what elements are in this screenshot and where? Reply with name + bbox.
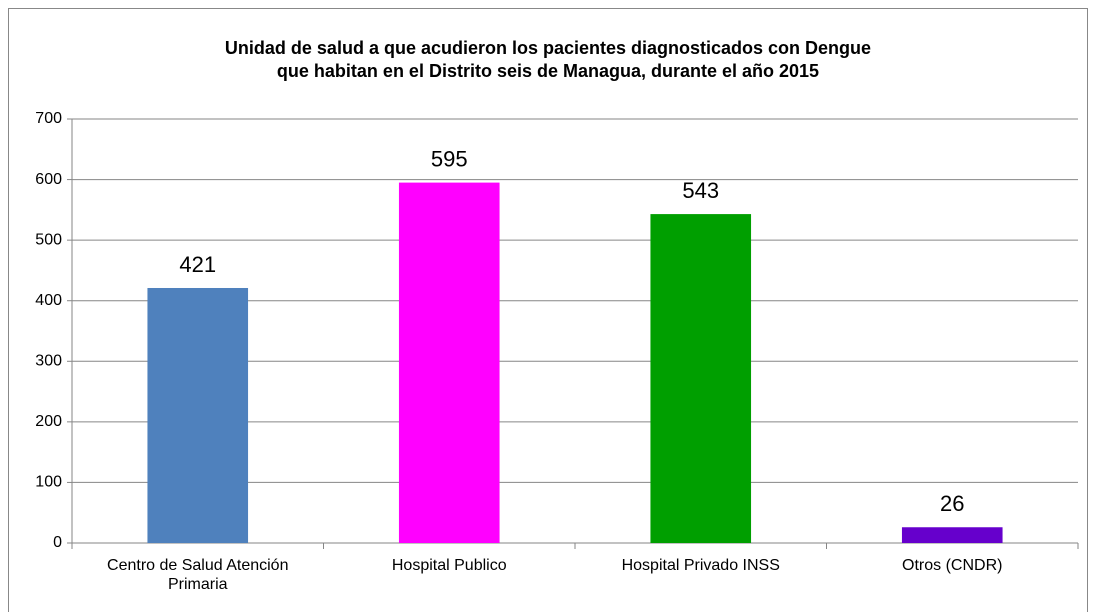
chart-title: que habitan en el Distrito seis de Manag…	[276, 61, 820, 81]
chart-border	[8, 8, 1088, 612]
x-tick-label: Hospital Publico	[391, 557, 507, 574]
chart-title: Unidad de salud a que acudieron los paci…	[224, 38, 872, 58]
y-tick-label: 400	[35, 292, 62, 309]
data-label: 421	[179, 252, 216, 277]
bar	[147, 287, 249, 543]
y-tick-label: 0	[53, 534, 62, 551]
data-label: 26	[940, 491, 964, 516]
x-tick-label: Centro de Salud Atención Primaria	[107, 557, 289, 593]
y-tick-label: 100	[35, 474, 62, 491]
y-tick-label: 700	[35, 110, 62, 127]
data-label: 543	[682, 178, 719, 203]
y-tick-label: 500	[35, 231, 62, 248]
y-tick-label: 600	[35, 171, 62, 188]
x-tick-label: Otros (CNDR)	[902, 557, 1003, 574]
bar	[650, 214, 752, 543]
x-tick-label: Hospital Privado INSS	[621, 557, 780, 574]
bar	[398, 182, 500, 543]
y-tick-label: 200	[35, 413, 62, 430]
data-label: 595	[431, 146, 468, 171]
y-tick-label: 300	[35, 353, 62, 370]
bar	[901, 527, 1003, 543]
